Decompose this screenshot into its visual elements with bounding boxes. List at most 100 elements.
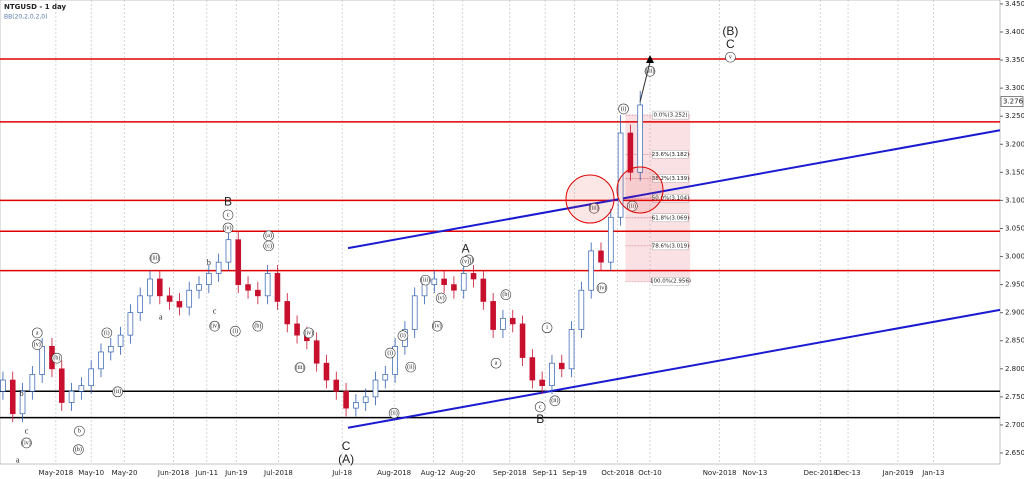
wave-label: (iv) [210, 323, 219, 330]
y-tick-label: 3.200 [1005, 140, 1024, 148]
wave-letter: c [25, 427, 29, 436]
wave-label: v [729, 55, 732, 61]
wave-circle [397, 330, 409, 341]
wave-label: (iv) [433, 323, 442, 330]
candle-body [539, 379, 545, 387]
wave-circle [51, 352, 63, 364]
x-tick-label: Aug-12 [421, 469, 446, 477]
trend-line [347, 129, 1001, 250]
x-tick-label: Dec-13 [836, 469, 861, 477]
wave-label: (iii) [421, 276, 430, 283]
x-tick-label: Jul-18 [331, 469, 352, 477]
wave-circle [112, 386, 123, 398]
candle-body [78, 385, 85, 392]
x-tick-label: Aug-20 [450, 469, 475, 477]
y-tick-label: 3.050 [1005, 224, 1024, 232]
wave-letter: C [342, 439, 351, 453]
candle-body [411, 295, 418, 330]
wave-circle [405, 361, 417, 373]
candle-body [166, 295, 173, 302]
candle-body [607, 216, 614, 263]
wave-label: (iii) [590, 205, 599, 212]
candle-body [500, 317, 506, 330]
wave-circle [618, 103, 629, 115]
wave-label: (b) [53, 355, 60, 362]
wave-label: (ii) [407, 364, 414, 371]
candle-body [421, 284, 428, 297]
candle-body [98, 351, 104, 370]
wave-label: (ii) [551, 397, 558, 404]
wave-letter: C [726, 37, 735, 51]
y-tick-label: 3.450 [1005, 0, 1024, 8]
wave-circle [549, 395, 561, 407]
candle-body [196, 284, 202, 291]
wave-label: (b) [502, 291, 509, 298]
wave-label: (c) [265, 242, 272, 249]
wave-letter: (A) [338, 452, 354, 466]
wave-label: (iv) [304, 329, 313, 336]
wave-label: (i) [232, 328, 238, 335]
highlight-circle [565, 174, 615, 224]
wave-label: (iii) [296, 364, 305, 371]
wave-circle [588, 202, 600, 214]
fib-label: 61.8%(3.069) [652, 215, 690, 221]
x-tick-label: Jan-13 [921, 469, 944, 477]
candle-body [480, 278, 487, 302]
wave-label: (ii) [390, 410, 397, 417]
wave-circle [101, 327, 113, 339]
wave-label: a [495, 361, 498, 367]
wave-label: c [539, 404, 542, 410]
wave-circle [303, 327, 315, 339]
candle-body [9, 379, 16, 415]
fib-label: 0.0%(3.252) [653, 113, 687, 119]
x-tick-label: Nov-13 [742, 469, 767, 477]
candle-body [264, 273, 271, 297]
y-tick-label: 3.000 [1005, 253, 1024, 261]
candle-body [39, 346, 45, 375]
candle-body [441, 278, 447, 285]
candle-body [107, 346, 114, 353]
x-tick-label: Sep-2018 [493, 469, 527, 477]
last-price-box [1000, 96, 1024, 107]
wave-letter: b [207, 258, 211, 267]
x-tick-label: May-10 [78, 469, 104, 477]
y-tick-label: 2.950 [1005, 281, 1024, 289]
candle-body [362, 396, 369, 403]
fib-label: 50.0%(3.104) [652, 196, 690, 202]
wave-circle [490, 357, 502, 369]
candle-body [0, 379, 6, 392]
wave-circle [534, 401, 546, 413]
wave-label: (ii) [114, 388, 121, 395]
wave-label: (b) [75, 446, 82, 453]
wave-circle [725, 51, 736, 63]
candle-body [206, 273, 212, 285]
candle-body [598, 250, 604, 263]
x-tick-label: Sep-19 [562, 469, 587, 477]
wave-circle [384, 347, 396, 359]
wave-circle [222, 209, 234, 221]
wave-label: (v) [34, 341, 41, 348]
candle-body [147, 278, 153, 297]
candle-body [490, 301, 496, 330]
candle-body [186, 289, 193, 308]
candle-body [245, 284, 251, 291]
wave-circle [73, 444, 84, 455]
fib-label-box [652, 110, 689, 120]
y-tick-label: 2.900 [1005, 309, 1024, 317]
fib-label-box [652, 174, 689, 183]
wave-label: c [227, 212, 230, 218]
wave-circle [31, 327, 43, 339]
fib-label: 100.0%(2.956) [650, 279, 691, 285]
y-tick-label: 2.800 [1005, 365, 1024, 373]
candle-body [460, 273, 467, 291]
wave-circle [541, 322, 553, 334]
wave-circle [229, 325, 241, 337]
candle-body [333, 379, 340, 392]
fib-label: 23.6%(3.182) [652, 152, 690, 158]
fib-label: 78.6%(3.019) [652, 243, 690, 249]
candle-body [137, 295, 143, 314]
wave-circle [596, 282, 608, 294]
wave-circle [149, 252, 161, 264]
y-tick-label: 3.300 [1005, 84, 1024, 92]
y-tick-label: 2.650 [1005, 449, 1024, 457]
